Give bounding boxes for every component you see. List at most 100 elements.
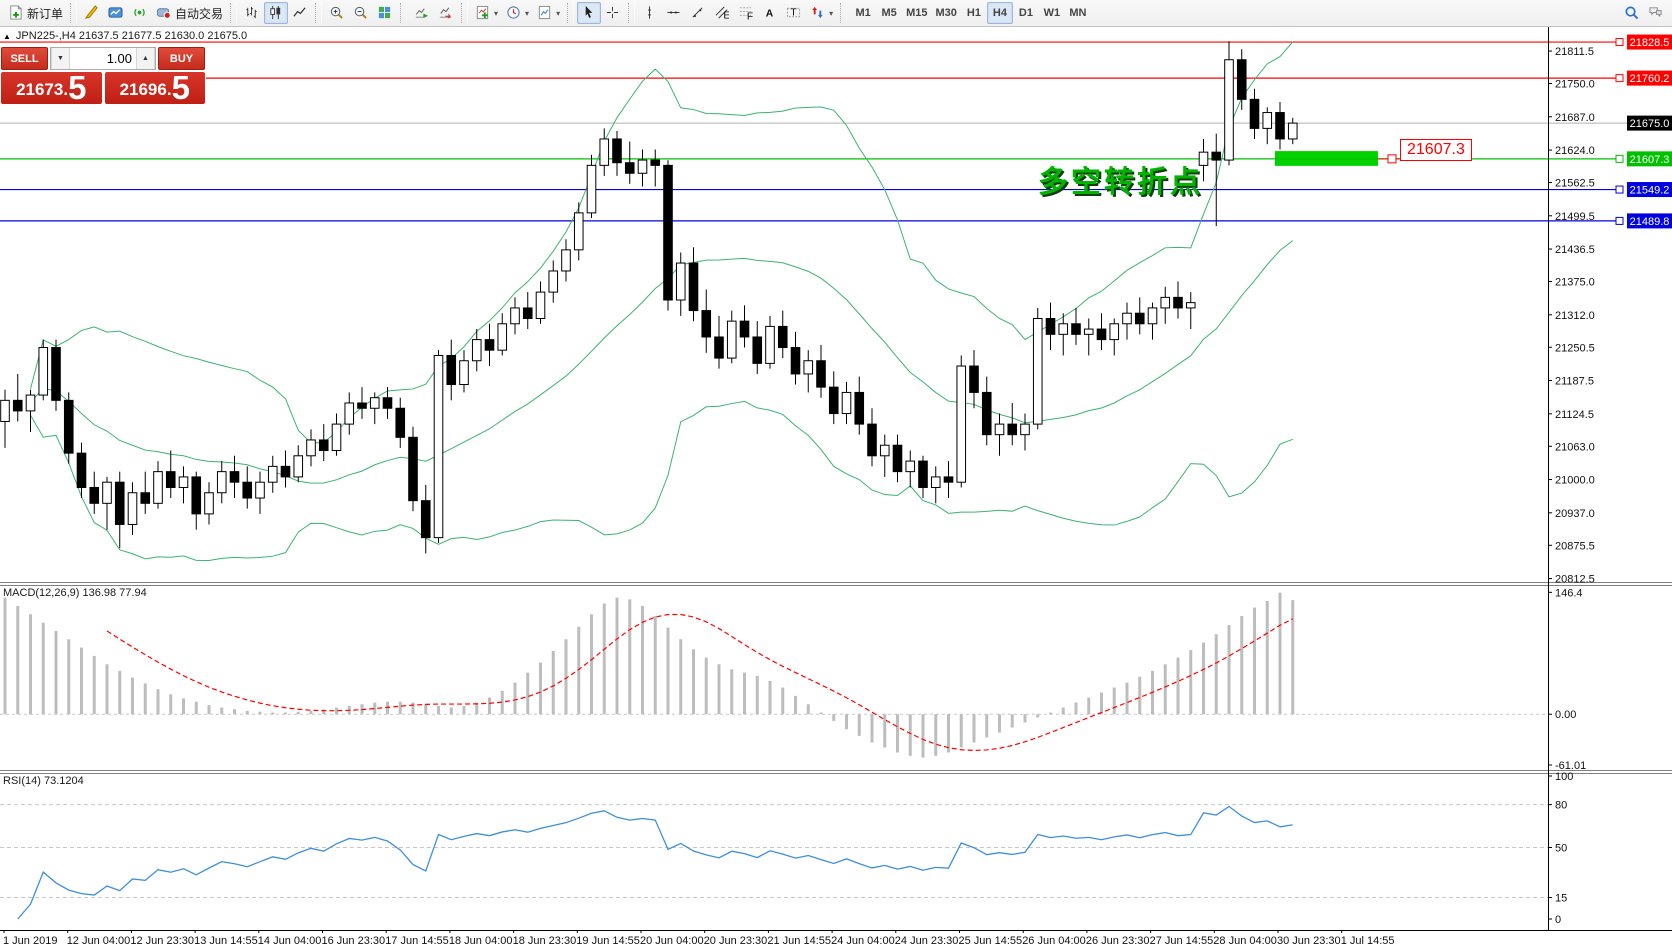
timeframe-M1-button[interactable]: M1 <box>850 2 876 24</box>
time-tick-label: 28 Jun 04:00 <box>1213 935 1277 947</box>
candle <box>89 486 100 504</box>
volume-dropdown-button[interactable]: ▼ <box>51 48 70 69</box>
signals-button[interactable] <box>128 2 152 24</box>
chart-area[interactable]: 21811.5 21750.0 21687.0 21624.0 21562.5 21499… <box>0 27 1672 949</box>
time-tick-label: 24 Jun 23:30 <box>895 935 959 947</box>
volume-increase-button[interactable]: ▲ <box>136 48 155 69</box>
volume-input[interactable] <box>70 48 136 69</box>
price-tick-label: 21499.5 <box>1555 211 1595 223</box>
candle <box>25 394 36 412</box>
periods-button[interactable]: ▾ <box>502 2 533 24</box>
profiles-button[interactable] <box>104 2 128 24</box>
candle <box>280 465 291 478</box>
candle <box>420 500 431 539</box>
time-tick-label: 1 Jul 14:55 <box>1341 935 1395 947</box>
candle <box>586 164 597 214</box>
timeframe-H4-button[interactable]: H4 <box>986 2 1013 24</box>
timeframe-W1-button[interactable]: W1 <box>1039 2 1065 24</box>
callout-connector <box>1378 154 1400 164</box>
price-badge[interactable] <box>1627 115 1672 131</box>
trendline-icon <box>690 5 706 21</box>
crosshair-button[interactable] <box>601 2 625 24</box>
chat-button[interactable] <box>1644 2 1668 24</box>
text-label-button[interactable]: T <box>782 2 806 24</box>
fibonacci-button[interactable]: F <box>734 2 758 24</box>
candle <box>918 460 928 488</box>
tile-windows-button[interactable] <box>373 2 397 24</box>
price-badge[interactable] <box>1627 151 1672 167</box>
horizontal-line-button[interactable] <box>662 2 686 24</box>
candle <box>930 476 941 488</box>
candle <box>191 476 202 515</box>
text-button[interactable]: A <box>758 2 782 24</box>
line-chart-button[interactable] <box>288 2 312 24</box>
zoom-in-icon <box>329 5 345 21</box>
autotrading-button[interactable]: 自动交易 <box>152 2 227 24</box>
metaeditor-button[interactable] <box>80 2 104 24</box>
vertical-line-button[interactable] <box>638 2 662 24</box>
timeframe-MN-button[interactable]: MN <box>1065 2 1091 24</box>
zoom-out-button[interactable] <box>349 2 373 24</box>
equidistant-channel-button[interactable]: E <box>710 2 734 24</box>
timeframe-M15-button[interactable]: M15 <box>902 2 931 24</box>
auto-scroll-button[interactable] <box>410 2 434 24</box>
candle <box>637 159 648 174</box>
cursor-button[interactable] <box>577 2 602 24</box>
price-tick-label: 21687.0 <box>1555 112 1595 124</box>
hline-anchor[interactable] <box>1615 216 1624 225</box>
time-tick-label: 21 Jun 14:55 <box>767 935 831 947</box>
buy-price[interactable]: 21696. 5 <box>104 71 205 104</box>
candle <box>255 481 265 499</box>
buy-button[interactable]: BUY <box>158 47 205 70</box>
candle <box>879 444 890 457</box>
hline-icon <box>666 5 682 21</box>
price-badge[interactable] <box>1627 213 1672 229</box>
candlestick-chart-button[interactable] <box>264 2 289 24</box>
price-callout[interactable]: 21607.3 <box>1400 139 1472 161</box>
price-tick-label: 21375.0 <box>1555 277 1595 289</box>
templates-button[interactable]: ▾ <box>533 2 564 24</box>
indicators-button[interactable]: ▾ <box>471 2 502 24</box>
timeframe-D1-button[interactable]: D1 <box>1013 2 1039 24</box>
candle <box>433 354 444 539</box>
price-tick-label: 21312.0 <box>1555 310 1595 322</box>
time-tick-label: 1 Jun 2019 <box>3 935 57 947</box>
candle <box>790 347 801 375</box>
hline-anchor[interactable] <box>1615 38 1624 47</box>
timeframe-H1-button[interactable]: H1 <box>961 2 987 24</box>
candle <box>471 339 482 362</box>
search-button[interactable] <box>1620 2 1644 24</box>
bollinger-middle-band <box>30 240 1294 484</box>
sell-button[interactable]: SELL <box>1 47 48 70</box>
candle <box>127 492 138 525</box>
candle <box>408 436 418 502</box>
time-tick-label: 26 Jun 04:00 <box>1022 935 1086 947</box>
price-badge[interactable] <box>1627 70 1672 86</box>
rsi-tick-label: 50 <box>1555 843 1567 855</box>
toolbar-separator <box>461 3 469 23</box>
candle <box>956 365 967 483</box>
chart-shift-button[interactable] <box>434 2 458 24</box>
candle <box>382 397 393 409</box>
hline-anchor[interactable] <box>1615 185 1624 194</box>
price-tick-label: 20812.5 <box>1555 574 1595 586</box>
hline-anchor[interactable] <box>1615 74 1624 83</box>
candlestick-icon <box>268 5 284 21</box>
candle <box>803 360 814 375</box>
price-badge[interactable] <box>1627 182 1672 198</box>
sell-price[interactable]: 21673. 5 <box>1 71 102 104</box>
candle <box>331 423 342 452</box>
time-tick-label: 18 Jun 04:00 <box>449 935 513 947</box>
bar-chart-button[interactable] <box>240 2 264 24</box>
collapse-panel-arrow-icon[interactable]: ▲ <box>3 31 11 41</box>
price-badge[interactable] <box>1627 34 1672 50</box>
trendline-button[interactable] <box>686 2 710 24</box>
timeframe-M5-button[interactable]: M5 <box>876 2 902 24</box>
zoom-in-button[interactable] <box>325 2 349 24</box>
arrows-button[interactable]: ▾ <box>806 2 837 24</box>
candle <box>752 336 763 364</box>
timeframe-M30-button[interactable]: M30 <box>932 2 961 24</box>
vline-icon <box>642 5 658 21</box>
hline-anchor[interactable] <box>1615 154 1624 163</box>
new-order-button[interactable]: 新订单 <box>4 2 67 24</box>
